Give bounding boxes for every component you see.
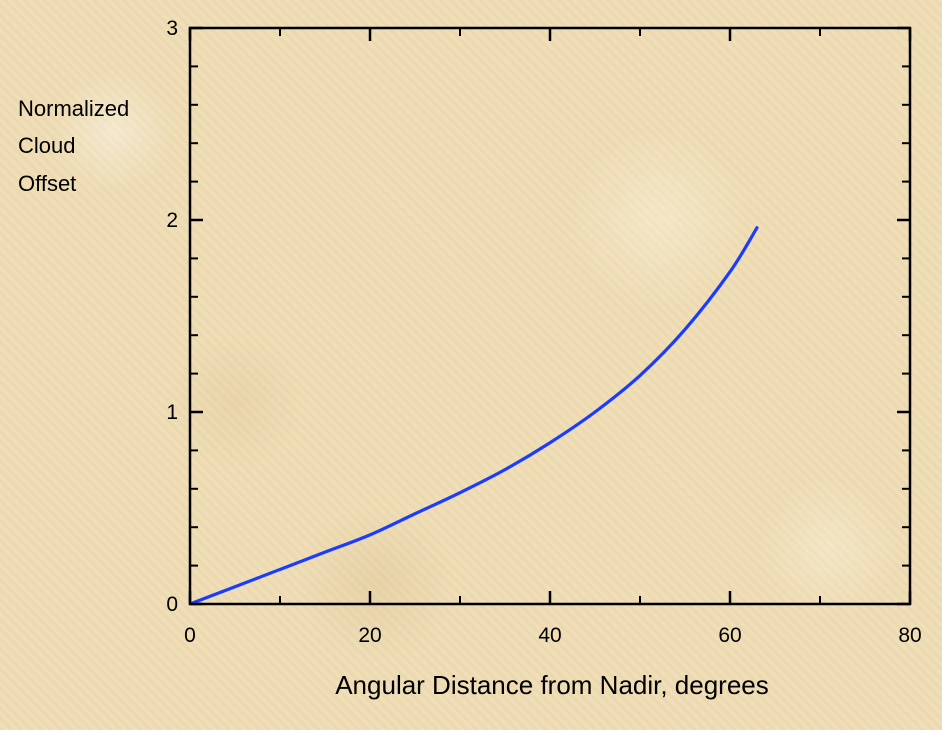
y-axis-label-line-3: Offset (18, 171, 76, 196)
y-tick-label: 0 (166, 593, 178, 616)
y-tick-labels: 0 1 2 3 (166, 17, 178, 616)
x-axis-label: Angular Distance from Nadir, degrees (335, 670, 769, 700)
plot-frame (188, 26, 912, 606)
y-tick-label: 1 (166, 401, 178, 424)
y-axis-label-line-2: Cloud (18, 133, 75, 158)
x-tick-label: 40 (538, 624, 561, 647)
y-tick-label: 2 (166, 209, 178, 232)
x-tick-labels: 0 20 40 60 80 (184, 624, 922, 647)
series-line (190, 226, 759, 604)
x-tick-label: 60 (718, 624, 741, 647)
y-tick-label: 3 (166, 17, 178, 40)
series-layer (190, 226, 759, 604)
major-ticks (188, 26, 912, 606)
x-tick-label: 0 (184, 624, 196, 647)
minor-ticks (190, 28, 910, 604)
x-tick-label: 80 (898, 624, 921, 647)
y-axis-label-line-1: Normalized (18, 96, 129, 121)
x-tick-label: 20 (358, 624, 381, 647)
